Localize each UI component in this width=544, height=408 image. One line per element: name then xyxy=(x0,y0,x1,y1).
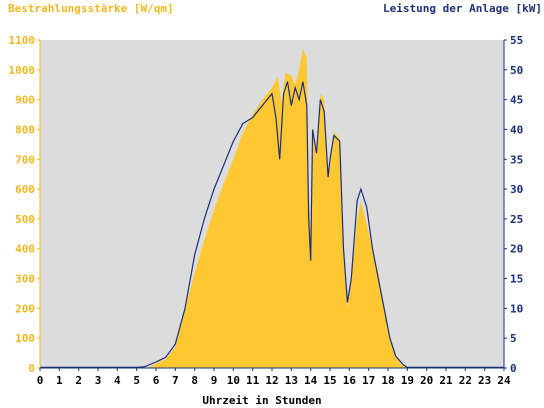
right-tick-label: 10 xyxy=(510,302,523,315)
x-tick-label: 12 xyxy=(265,374,278,387)
x-axis-label: Uhrzeit in Stunden xyxy=(202,394,321,407)
series-irradiance-area xyxy=(148,48,408,369)
x-tick-label: 1 xyxy=(56,374,63,387)
right-tick-label: 5 xyxy=(510,332,517,345)
right-tick-label: 40 xyxy=(510,123,523,136)
left-tick-label: 500 xyxy=(15,213,35,226)
right-tick-label: 20 xyxy=(510,243,523,256)
left-tick-label: 400 xyxy=(15,243,35,256)
right-tick-label: 50 xyxy=(510,64,523,77)
x-tick-label: 10 xyxy=(227,374,240,387)
x-tick-label: 14 xyxy=(304,374,318,387)
x-tick-label: 7 xyxy=(172,374,179,387)
x-tick-label: 8 xyxy=(191,374,198,387)
x-tick-label: 21 xyxy=(439,374,453,387)
x-tick-label: 6 xyxy=(153,374,160,387)
x-tick-label: 18 xyxy=(381,374,394,387)
right-tick-label: 35 xyxy=(510,153,523,166)
x-tick-label: 23 xyxy=(478,374,491,387)
x-tick-label: 17 xyxy=(362,374,375,387)
right-tick-label: 15 xyxy=(510,273,523,286)
x-tick-label: 9 xyxy=(211,374,218,387)
left-tick-label: 1100 xyxy=(9,34,36,47)
left-tick-label: 1000 xyxy=(9,64,36,77)
left-tick-label: 600 xyxy=(15,183,35,196)
left-tick-label: 100 xyxy=(15,332,35,345)
x-tick-label: 2 xyxy=(75,374,82,387)
x-tick-label: 13 xyxy=(285,374,298,387)
left-tick-label: 200 xyxy=(15,302,35,315)
left-axis-title: Bestrahlungsstärke [W/qm] xyxy=(8,2,174,15)
x-tick-label: 0 xyxy=(37,374,44,387)
x-tick-label: 19 xyxy=(401,374,414,387)
left-tick-label: 300 xyxy=(15,273,35,286)
right-tick-label: 55 xyxy=(510,34,523,47)
x-tick-label: 16 xyxy=(343,374,357,387)
right-tick-label: 25 xyxy=(510,213,523,226)
right-tick-label: 0 xyxy=(510,362,517,375)
x-tick-label: 22 xyxy=(459,374,472,387)
right-tick-label: 30 xyxy=(510,183,523,196)
left-tick-label: 900 xyxy=(15,94,35,107)
left-tick-label: 700 xyxy=(15,153,35,166)
left-tick-label: 800 xyxy=(15,123,35,136)
right-axis-title: Leistung der Anlage [kW] xyxy=(383,2,542,15)
x-tick-label: 4 xyxy=(114,374,121,387)
right-tick-label: 45 xyxy=(510,94,523,107)
x-tick-label: 3 xyxy=(95,374,102,387)
series-power-line xyxy=(40,81,504,368)
x-tick-label: 15 xyxy=(323,374,336,387)
left-tick-label: 0 xyxy=(28,362,35,375)
x-tick-label: 5 xyxy=(133,374,140,387)
x-tick-label: 24 xyxy=(497,374,511,387)
x-tick-label: 20 xyxy=(420,374,433,387)
x-tick-label: 11 xyxy=(246,374,260,387)
